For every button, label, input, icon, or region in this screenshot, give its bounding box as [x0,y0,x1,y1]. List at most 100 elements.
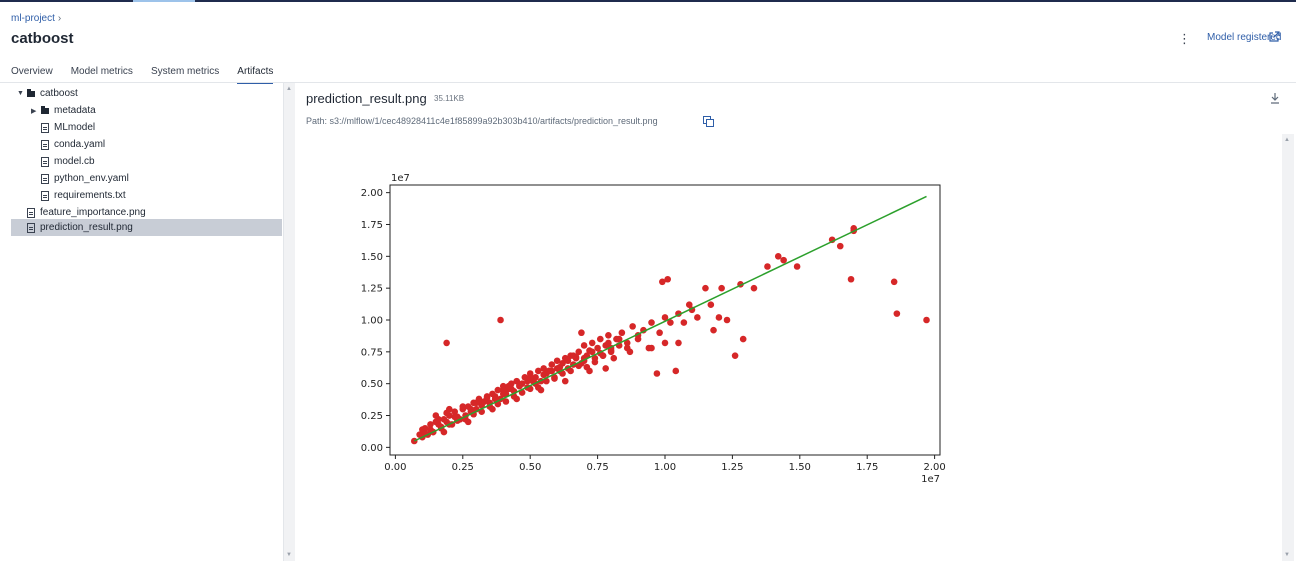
tree-item-label: MLmodel [54,122,96,133]
data-point [472,399,480,407]
data-point [634,335,642,343]
data-point [410,437,418,445]
scroll-up-icon[interactable]: ▲ [1284,137,1290,143]
data-point [464,418,472,426]
data-point [667,319,674,326]
data-point [551,375,558,382]
caret-down-icon[interactable]: ▼ [17,90,24,97]
data-point [731,352,739,359]
data-point [596,335,604,343]
tree-file-python-env[interactable]: python_env.yaml [41,170,129,187]
data-point [564,357,572,365]
artifact-file-size: 35.11KB [434,94,465,103]
data-point [516,381,523,389]
tree-scrollbar[interactable]: ▲ ▼ [283,83,295,561]
y-offset-label: 1e7 [391,173,410,184]
data-point [618,329,626,337]
y-tick-label: 1.50 [361,252,383,263]
data-point [605,331,612,339]
download-icon[interactable] [1269,92,1281,104]
artifact-file-name: prediction_result.png [306,91,427,106]
tree-item-label: catboost [40,88,78,99]
data-point [575,362,583,370]
top-bar [0,0,1296,2]
data-point [481,398,488,405]
data-point [526,374,534,381]
tree-file-prediction-result[interactable]: prediction_result.png [11,219,282,236]
data-point [494,386,502,394]
external-link-icon[interactable] [1268,31,1280,43]
tree-file-mlmodel[interactable]: MLmodel [41,119,95,136]
viewer-scrollbar[interactable]: ▲ ▼ [1282,134,1294,561]
file-icon [41,122,49,133]
more-options-icon[interactable]: ⋮ [1178,31,1191,46]
data-point [685,301,693,309]
tree-file-model-cb[interactable]: model.cb [41,153,95,170]
x-tick-label: 0.00 [384,462,406,473]
data-point [648,344,655,352]
tree-item-label: conda.yaml [54,139,106,150]
tree-file-conda[interactable]: conda.yaml [41,136,105,153]
tab-overview[interactable]: Overview [11,66,53,77]
tab-model-metrics[interactable]: Model metrics [70,66,133,77]
data-point [491,395,499,403]
y-tick-label: 1.25 [361,284,383,295]
data-point [847,275,855,283]
data-point [591,358,599,366]
data-point [623,339,631,347]
scatter-chart: 0.00 0.25 0.50 0.75 1.00 1.25 1.50 1.75 2.00 0.00… [361,173,946,485]
data-point [653,370,661,377]
tree-file-feature-importance[interactable]: feature_importance.png [27,204,146,221]
data-point [497,316,504,324]
data-point [750,284,758,292]
data-point [890,278,898,286]
x-tick-label: 0.75 [586,462,608,473]
data-point [580,342,588,349]
tree-file-requirements[interactable]: requirements.txt [41,187,126,204]
caret-right-icon[interactable]: ▶ [31,107,37,115]
scroll-up-icon[interactable]: ▲ [286,86,292,92]
data-point [599,352,607,359]
data-point [893,310,901,317]
x-tick-label: 1.75 [856,462,878,473]
data-point [559,370,566,377]
data-point [489,405,496,413]
breadcrumb-project-link[interactable]: ml-project [11,13,55,24]
data-point [764,263,771,270]
data-point [446,405,453,413]
breadcrumb: ml-project › [11,13,61,24]
y-tick-label: 0.25 [361,411,383,422]
data-point [836,242,844,250]
folder-icon [27,88,35,97]
data-point [513,395,521,403]
data-point [534,367,542,375]
file-icon [41,173,49,184]
data-point [672,367,680,375]
data-point [567,367,574,375]
data-point [629,323,636,330]
tree-folder-catboost[interactable]: ▼ catboost [17,85,78,102]
data-point [793,263,801,270]
tab-artifacts[interactable]: Artifacts [237,66,274,84]
data-point [548,361,556,368]
data-point [718,284,725,292]
data-point [664,275,671,283]
data-point [443,339,450,347]
x-tick-label: 1.50 [789,462,811,473]
scroll-down-icon[interactable]: ▼ [1284,552,1290,558]
data-point [451,408,459,415]
data-point [588,339,596,347]
y-tick-label: 0.75 [361,347,383,358]
scroll-down-icon[interactable]: ▼ [286,552,292,558]
folder-icon [41,105,49,114]
copy-icon[interactable] [703,116,714,127]
tree-folder-metadata[interactable]: ▶ metadata [31,102,96,119]
tab-system-metrics[interactable]: System metrics [150,66,220,77]
data-point [459,403,467,410]
data-point [923,316,930,324]
x-offset-label: 1e7 [921,474,940,485]
data-point [602,365,609,372]
file-icon [41,156,49,167]
model-registered-link[interactable]: Model registered [1207,32,1282,43]
data-point [605,339,612,347]
